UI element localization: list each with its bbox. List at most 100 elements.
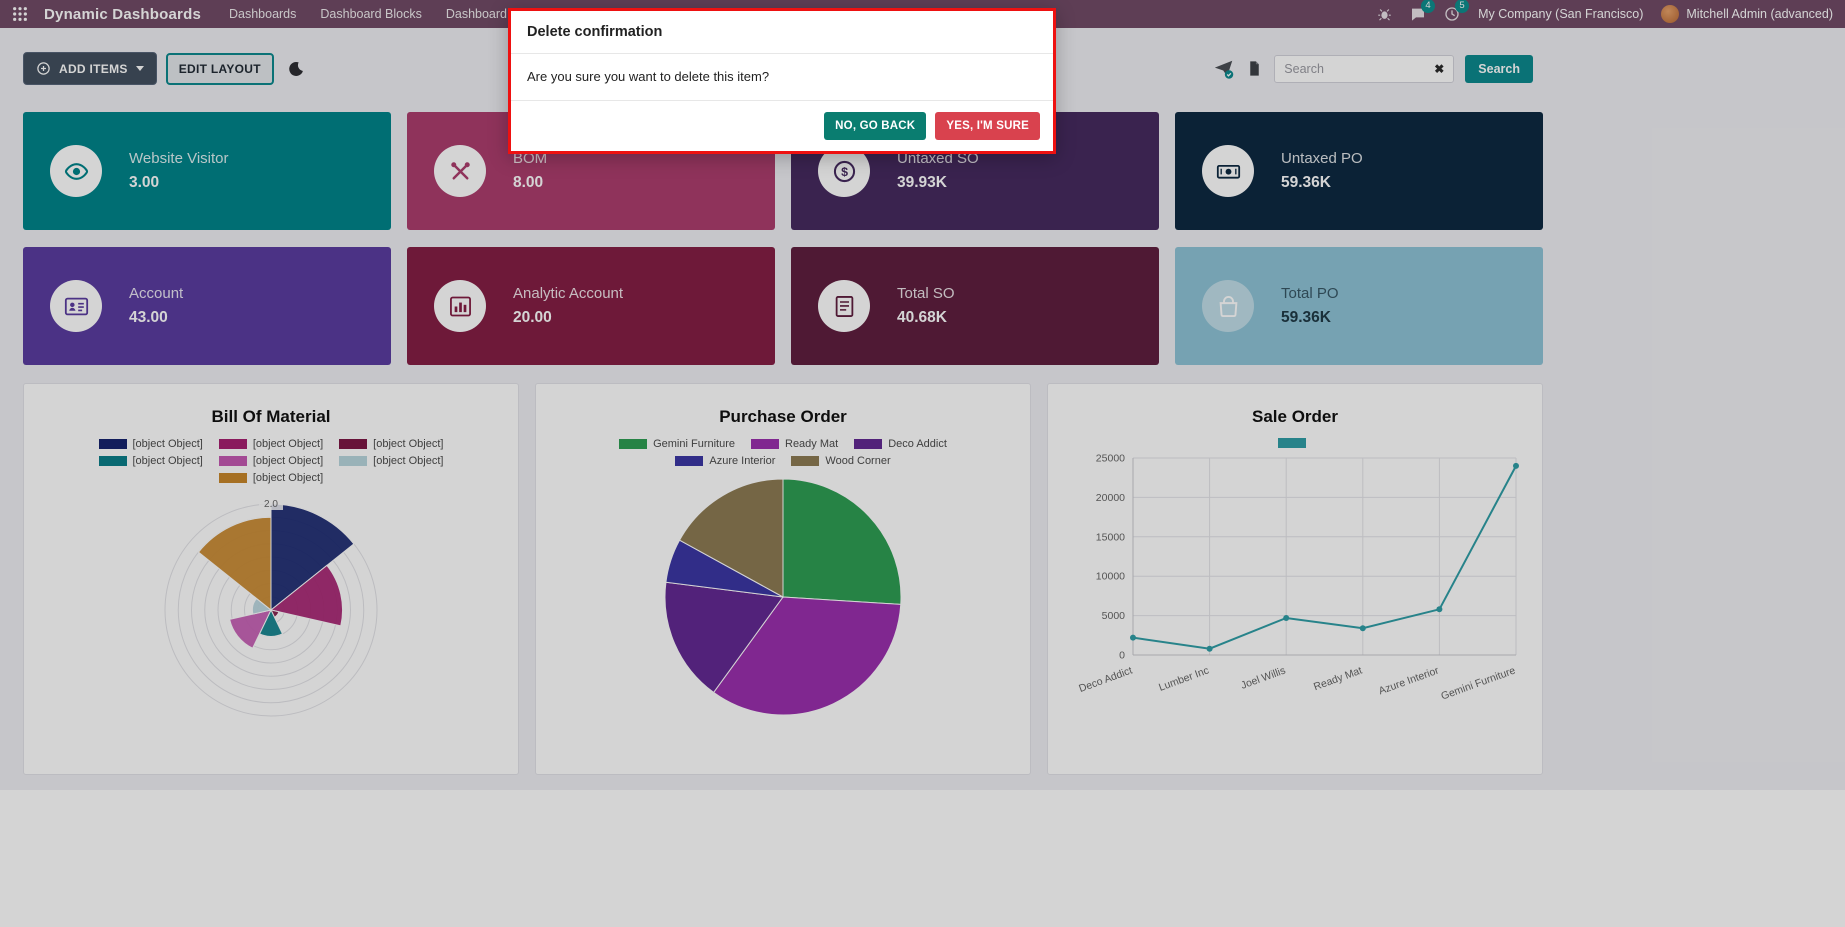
legend-label: [object Object] xyxy=(373,455,444,467)
legend-item[interactable]: [object Object] xyxy=(218,455,324,467)
y-tick-label: 5000 xyxy=(1102,610,1126,622)
legend-label: Gemini Furniture xyxy=(653,438,735,450)
menu-item-dashboards[interactable]: Dashboards xyxy=(228,7,297,21)
legend-swatch xyxy=(218,439,247,449)
tile-total-po[interactable]: Total PO 59.36K xyxy=(1175,247,1543,365)
search-button[interactable]: Search xyxy=(1465,54,1533,83)
dashboard-toolbar: ADD ITEMS EDIT LAYOUT xyxy=(23,28,1543,85)
legend-item[interactable]: Wood Corner xyxy=(791,455,891,467)
delete-confirmation-dialog: Delete confirmation Are you sure you wan… xyxy=(508,8,1056,154)
legend-swatch xyxy=(339,439,368,449)
tile-total-so[interactable]: Total SO 40.68K xyxy=(791,247,1159,365)
chart-title: Bill Of Material xyxy=(211,407,331,426)
pie-slice[interactable] xyxy=(782,478,902,605)
pie-slice[interactable] xyxy=(678,478,784,598)
messages-icon[interactable]: 4 xyxy=(1410,0,1436,22)
dark-mode-toggle[interactable] xyxy=(287,60,305,78)
legend-item[interactable] xyxy=(1278,438,1312,448)
plus-circle-icon xyxy=(37,62,50,75)
line-point[interactable] xyxy=(1513,462,1519,469)
modal-title: Delete confirmation xyxy=(527,24,663,40)
legend-swatch xyxy=(791,456,820,466)
polar-slice[interactable] xyxy=(269,564,343,627)
bar-chart-icon xyxy=(434,280,486,332)
tile-website-visitor[interactable]: Website Visitor 3.00 xyxy=(23,112,391,230)
export-pdf-button[interactable] xyxy=(1246,60,1263,77)
tile-account[interactable]: Account 43.00 xyxy=(23,247,391,365)
legend-label: Azure Interior xyxy=(709,455,776,467)
user-name: Mitchell Admin (advanced) xyxy=(1686,7,1833,21)
user-avatar xyxy=(1661,5,1680,23)
legend-item[interactable]: [object Object] xyxy=(98,455,203,467)
list-icon xyxy=(818,280,870,332)
tile-label: Account xyxy=(129,285,184,302)
legend-label: [object Object] xyxy=(252,455,324,467)
pie-chart[interactable] xyxy=(536,467,1030,761)
chart-legend xyxy=(1100,438,1490,448)
user-menu[interactable]: Mitchell Admin (advanced) xyxy=(1661,5,1833,23)
legend-label: Wood Corner xyxy=(825,455,891,467)
tile-label: Untaxed PO xyxy=(1281,150,1363,167)
pie-slice[interactable] xyxy=(712,596,902,716)
tile-label: Website Visitor xyxy=(129,150,229,167)
legend-swatch xyxy=(218,456,247,466)
line-point[interactable] xyxy=(1436,606,1443,613)
tile-label: Untaxed SO xyxy=(897,150,979,167)
menu-item-dashboard-blocks[interactable]: Dashboard Blocks xyxy=(320,7,422,21)
apps-grid-icon[interactable] xyxy=(12,5,30,23)
y-tick-label: 15000 xyxy=(1096,531,1125,543)
legend-label: [object Object] xyxy=(132,455,203,467)
tile-label: Analytic Account xyxy=(513,285,624,302)
send-report-button[interactable] xyxy=(1213,58,1235,80)
activities-clock-icon[interactable]: 5 xyxy=(1444,0,1470,22)
search-input[interactable] xyxy=(1275,61,1426,76)
no-go-back-button[interactable]: NO, GO BACK xyxy=(824,112,927,140)
line-point[interactable] xyxy=(1130,634,1136,641)
dashboard-page: ADD ITEMS EDIT LAYOUT xyxy=(0,28,1845,927)
clear-search-icon[interactable]: ✖ xyxy=(1425,62,1453,76)
line-point[interactable] xyxy=(1283,614,1290,621)
search-box: ✖ xyxy=(1274,54,1455,83)
legend-swatch xyxy=(98,456,127,466)
add-items-button[interactable]: ADD ITEMS xyxy=(23,52,157,85)
tile-value: 8.00 xyxy=(513,174,544,191)
legend-item[interactable]: [object Object] xyxy=(339,438,443,450)
app-title[interactable]: Dynamic Dashboards xyxy=(44,5,201,23)
tile-value: 59.36K xyxy=(1281,174,1331,191)
tile-analytic-account[interactable]: Analytic Account 20.00 xyxy=(407,247,775,365)
legend-label: [object Object] xyxy=(252,438,324,450)
yes-im-sure-button[interactable]: YES, I'M SURE xyxy=(935,112,1040,140)
line-point[interactable] xyxy=(1206,645,1213,652)
legend-item[interactable]: Deco Addict xyxy=(854,438,947,450)
legend-item[interactable]: Azure Interior xyxy=(675,455,775,467)
legend-item[interactable]: [object Object] xyxy=(98,438,203,450)
legend-item[interactable]: [object Object] xyxy=(218,438,324,450)
chart-title: Sale Order xyxy=(1252,407,1338,426)
company-switcher[interactable]: My Company (San Francisco) xyxy=(1478,7,1644,21)
polar-area-chart[interactable]: 2.0 xyxy=(24,484,518,756)
legend-swatch xyxy=(619,439,648,449)
legend-swatch xyxy=(218,473,247,483)
polar-slice[interactable] xyxy=(197,516,272,612)
legend-swatch xyxy=(98,439,127,449)
line-point[interactable] xyxy=(1359,625,1366,632)
legend-item[interactable]: [object Object] xyxy=(339,455,443,467)
legend-label: Deco Addict xyxy=(888,438,947,450)
pie-slice[interactable] xyxy=(664,581,784,694)
tile-untaxed-po[interactable]: Untaxed PO 59.36K xyxy=(1175,112,1543,230)
legend-swatch xyxy=(339,456,368,466)
legend-item[interactable]: Gemini Furniture xyxy=(619,438,735,450)
edit-layout-button[interactable]: EDIT LAYOUT xyxy=(165,52,274,85)
polar-slice[interactable] xyxy=(229,609,272,649)
activities-badge: 5 xyxy=(1455,0,1470,13)
bug-icon[interactable] xyxy=(1377,7,1392,22)
chart-legend: [object Object] [object Object] [object Ob… xyxy=(76,438,466,484)
tile-label: Total PO xyxy=(1281,285,1339,302)
legend-item[interactable]: Ready Mat xyxy=(751,438,838,450)
add-items-label: ADD ITEMS xyxy=(59,61,128,76)
legend-label: [object Object] xyxy=(373,438,444,450)
pdf-file-icon xyxy=(1250,61,1260,76)
legend-item[interactable]: [object Object] xyxy=(218,472,323,484)
